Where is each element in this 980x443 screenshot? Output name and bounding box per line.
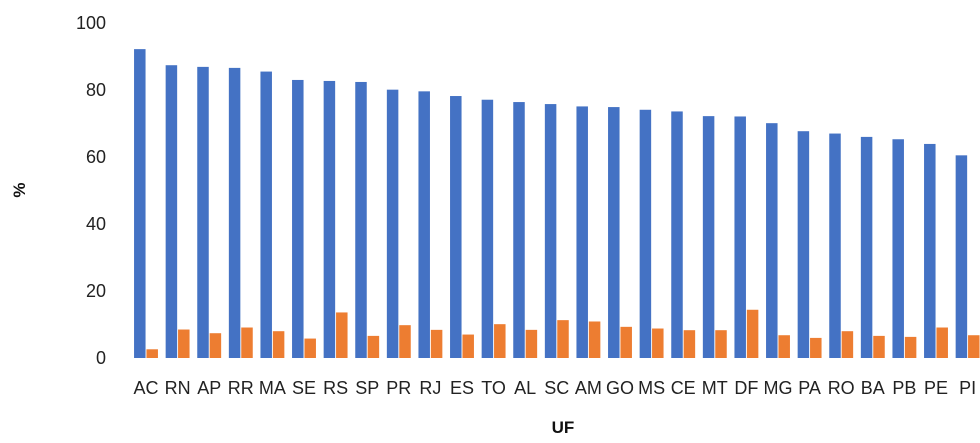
- bar-series2-PR: [399, 325, 411, 358]
- y-tick-label: 0: [96, 348, 106, 368]
- x-tick-label: BA: [861, 378, 885, 398]
- bar-series2-PB: [904, 336, 917, 358]
- bar-series2-PE: [936, 327, 948, 358]
- bar-series2-CE: [683, 330, 696, 358]
- bar-series1-SP: [355, 81, 367, 359]
- bar-series1-GO: [608, 107, 620, 358]
- x-tick-label: RO: [828, 378, 855, 398]
- x-tick-label: RS: [323, 378, 348, 398]
- bar-series1-RN: [165, 65, 178, 359]
- bar-series2-MA: [272, 331, 285, 358]
- bar-series2-AM: [588, 321, 601, 358]
- bar-series1-SE: [292, 79, 304, 358]
- bar-series1-SC: [544, 104, 557, 358]
- y-axis-title: %: [10, 182, 29, 197]
- bar-series1-MS: [639, 109, 652, 359]
- bar-series1-DF: [734, 116, 746, 358]
- bar-series1-ES: [450, 96, 462, 358]
- bar-series2-AP: [209, 333, 222, 358]
- y-tick-label: 100: [76, 13, 106, 33]
- x-axis-title: UF: [552, 418, 575, 437]
- bar-series2-AC: [146, 349, 158, 358]
- x-tick-label: SE: [292, 378, 316, 398]
- bar-series2-AL: [525, 329, 538, 358]
- bar-series2-GO: [620, 326, 632, 358]
- x-tick-label: PE: [924, 378, 948, 398]
- x-tick-label: MA: [259, 378, 286, 398]
- y-axis-ticks: 0 20 40 60 80 100: [76, 13, 106, 368]
- bar-series1-MG: [766, 123, 778, 358]
- x-tick-label: CE: [671, 378, 696, 398]
- bar-series2-PI: [968, 335, 980, 358]
- bar-series2-RJ: [430, 329, 443, 358]
- bar-series1-AC: [134, 49, 146, 358]
- bar-series1-PE: [924, 143, 936, 358]
- bar-series1-PA: [797, 131, 810, 358]
- bar-series2-PA: [810, 337, 822, 358]
- bar-series1-RR: [228, 67, 241, 358]
- bar-series1-AL: [513, 102, 525, 358]
- x-tick-label: MS: [638, 378, 665, 398]
- x-tick-label: PI: [959, 378, 976, 398]
- x-tick-label: TO: [481, 378, 506, 398]
- bar-series2-RN: [178, 329, 190, 358]
- x-tick-label: GO: [606, 378, 634, 398]
- x-tick-label: AP: [197, 378, 221, 398]
- x-axis-ticks: AC RN AP RR MA SE RS SP PR RJ ES TO AL SC AM GO MS CE MT DF…: [133, 378, 976, 398]
- x-tick-label: PR: [386, 378, 411, 398]
- y-tick-label: 20: [86, 281, 106, 301]
- bar-series1-RO: [829, 133, 841, 358]
- bar-series2-RR: [241, 327, 253, 358]
- bar-series2-ES: [462, 334, 474, 358]
- bar-series1-PB: [892, 139, 904, 358]
- bar-series1-AM: [576, 106, 588, 358]
- bar-series2-SE: [304, 338, 316, 358]
- bar-series1-BA: [860, 136, 873, 358]
- bar-series1-AP: [197, 66, 209, 358]
- bar-series2-RS: [336, 312, 348, 358]
- x-tick-label: SC: [544, 378, 569, 398]
- x-tick-label: AL: [514, 378, 536, 398]
- bars-group: [134, 49, 980, 359]
- x-tick-label: PB: [892, 378, 916, 398]
- bar-series2-DF: [746, 309, 759, 358]
- x-tick-label: AC: [133, 378, 158, 398]
- bar-series2-RO: [841, 331, 854, 358]
- bar-series1-PR: [386, 89, 399, 359]
- bar-series2-BA: [873, 335, 885, 358]
- bar-series2-MS: [652, 328, 664, 358]
- x-tick-label: RJ: [419, 378, 441, 398]
- bar-series2-TO: [494, 324, 506, 358]
- bar-series2-MG: [778, 335, 790, 358]
- bar-series2-MT: [715, 330, 727, 358]
- bar-series1-CE: [671, 111, 683, 358]
- bar-series1-RS: [323, 80, 336, 358]
- bar-series1-MT: [702, 116, 715, 358]
- y-tick-label: 60: [86, 147, 106, 167]
- x-tick-label: ES: [450, 378, 474, 398]
- bar-series2-SP: [367, 335, 380, 358]
- x-tick-label: PA: [798, 378, 821, 398]
- x-tick-label: AM: [575, 378, 602, 398]
- x-tick-label: SP: [355, 378, 379, 398]
- bar-series2-SC: [557, 320, 569, 358]
- bar-series1-PI: [955, 155, 968, 358]
- bar-series1-RJ: [418, 91, 430, 358]
- bar-series1-TO: [481, 99, 494, 358]
- x-tick-label: MG: [764, 378, 793, 398]
- x-tick-label: RN: [165, 378, 191, 398]
- x-tick-label: RR: [228, 378, 254, 398]
- y-tick-label: 40: [86, 214, 106, 234]
- bar-series1-MA: [260, 71, 272, 358]
- x-tick-label: MT: [702, 378, 728, 398]
- y-tick-label: 80: [86, 80, 106, 100]
- x-tick-label: DF: [734, 378, 758, 398]
